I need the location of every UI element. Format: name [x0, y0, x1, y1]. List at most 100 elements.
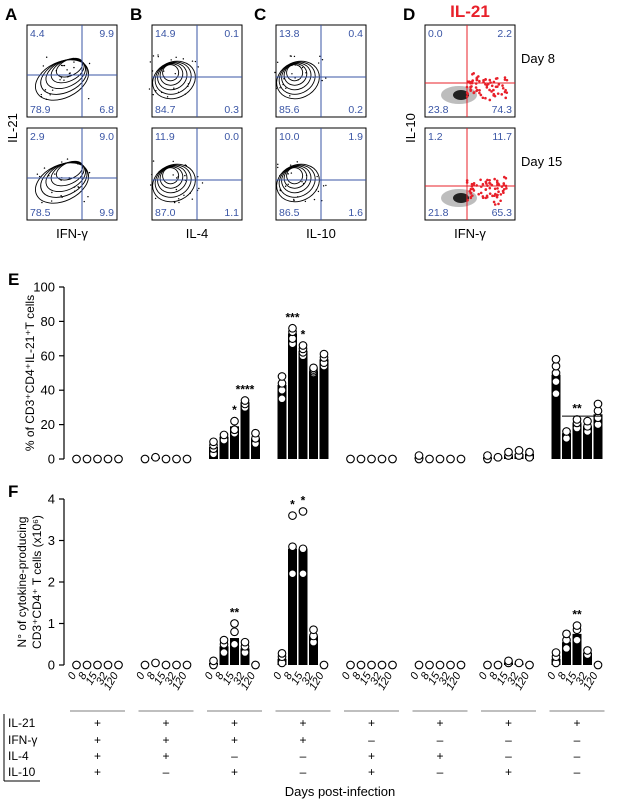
quadrant-ur: 1.9 [348, 131, 363, 143]
overlay-dot [504, 88, 507, 92]
x-tick-label: 32 [94, 671, 111, 688]
data-point [230, 639, 239, 649]
overlay-dot [505, 187, 508, 190]
contour-line [40, 162, 88, 198]
data-point [103, 660, 113, 670]
event-dot [175, 177, 178, 179]
row-value: – [505, 733, 512, 747]
event-dot [284, 185, 287, 187]
data-point [414, 451, 424, 460]
event-dot [287, 183, 289, 186]
bar [319, 359, 329, 459]
event-dot [73, 61, 75, 63]
event-dot [304, 200, 307, 203]
event-dot [154, 197, 157, 200]
event-dot [276, 61, 279, 64]
x-tick-label: 32 [368, 671, 385, 688]
flow-plot-a-1: 4.4 9.9 78.9 6.8 [26, 24, 118, 118]
panel-letter-c: C [254, 5, 266, 24]
data-point [388, 454, 397, 464]
data-point [435, 454, 445, 464]
overlay-dot [484, 77, 487, 81]
y-tick-label: 0 [48, 452, 55, 467]
data-point [446, 660, 455, 670]
data-point [377, 660, 387, 670]
data-point [551, 377, 561, 386]
y-tick-label: 100 [33, 280, 55, 295]
contour-line [276, 60, 320, 100]
flow-plot-b-2: 11.9 0.0 87.0 1.1 [149, 127, 243, 221]
y-axis-label-2: CD3⁺CD4⁺ T cells (x10⁶) [30, 515, 44, 649]
row-label: IFN-γ [8, 733, 37, 747]
contour-line [35, 162, 89, 204]
event-dot [72, 57, 74, 60]
event-dot [177, 198, 180, 200]
bar [219, 436, 229, 459]
contour-line [45, 161, 87, 193]
data-point [309, 363, 318, 373]
day-label: Day 8 [521, 51, 555, 66]
overlay-dot [493, 203, 497, 206]
event-dot [177, 176, 179, 178]
data-point [493, 452, 503, 462]
event-dot [148, 88, 151, 90]
y-tick-label: 40 [41, 383, 55, 398]
quadrant-lr: 0.3 [224, 104, 239, 116]
event-dot [77, 163, 79, 165]
y-tick-label: 1 [48, 616, 55, 631]
quadrant-lr: 9.9 [99, 207, 114, 219]
data-point [114, 660, 123, 670]
overlay-dot [469, 89, 473, 92]
bar [277, 385, 287, 459]
event-dot [174, 72, 176, 75]
quadrant-ul: 0.0 [428, 28, 443, 40]
event-dot [182, 58, 185, 60]
contour-line [35, 59, 89, 101]
event-dot [177, 91, 180, 94]
overlay-dot [488, 182, 492, 185]
row-value: – [163, 765, 170, 779]
data-point [288, 323, 297, 333]
overlay-dot [504, 96, 508, 100]
overlay-dot [475, 89, 478, 93]
overlay-dot [488, 88, 491, 92]
event-dot [194, 60, 197, 63]
event-dot [158, 170, 160, 173]
event-dot [152, 93, 154, 96]
event-dot [73, 186, 76, 188]
overlay-dot [486, 178, 489, 182]
event-dot [62, 64, 64, 67]
data-point [298, 544, 308, 554]
event-dot [298, 65, 301, 67]
data-point [182, 454, 192, 464]
event-dot [42, 65, 45, 67]
overlay-dot [499, 199, 502, 203]
data-point [562, 427, 571, 436]
contour-line [154, 61, 192, 95]
event-dot [291, 64, 293, 67]
event-dot [185, 164, 187, 167]
significance-marker: ** [572, 401, 582, 415]
row-value: + [368, 749, 375, 763]
bar [593, 414, 603, 459]
row-value: + [573, 716, 580, 730]
overlay-dot [479, 93, 483, 97]
bar [551, 374, 561, 459]
event-dot [293, 198, 295, 201]
overlay-dot [474, 86, 478, 89]
data-point [288, 542, 297, 552]
event-dot [178, 201, 180, 204]
data-point [525, 447, 534, 457]
data-point [182, 660, 192, 670]
panel-letter-d: D [403, 5, 415, 24]
flow-xlabel: IL-4 [186, 226, 208, 241]
data-point [446, 454, 455, 464]
event-dot [74, 190, 76, 192]
data-point [346, 454, 355, 464]
event-dot [88, 171, 91, 174]
quadrant-lr: 65.3 [492, 207, 513, 219]
quadrant-ll: 84.7 [155, 104, 176, 116]
overlay-dot [484, 188, 488, 191]
row-value: + [231, 733, 238, 747]
quadrant-ul: 14.9 [155, 28, 176, 40]
